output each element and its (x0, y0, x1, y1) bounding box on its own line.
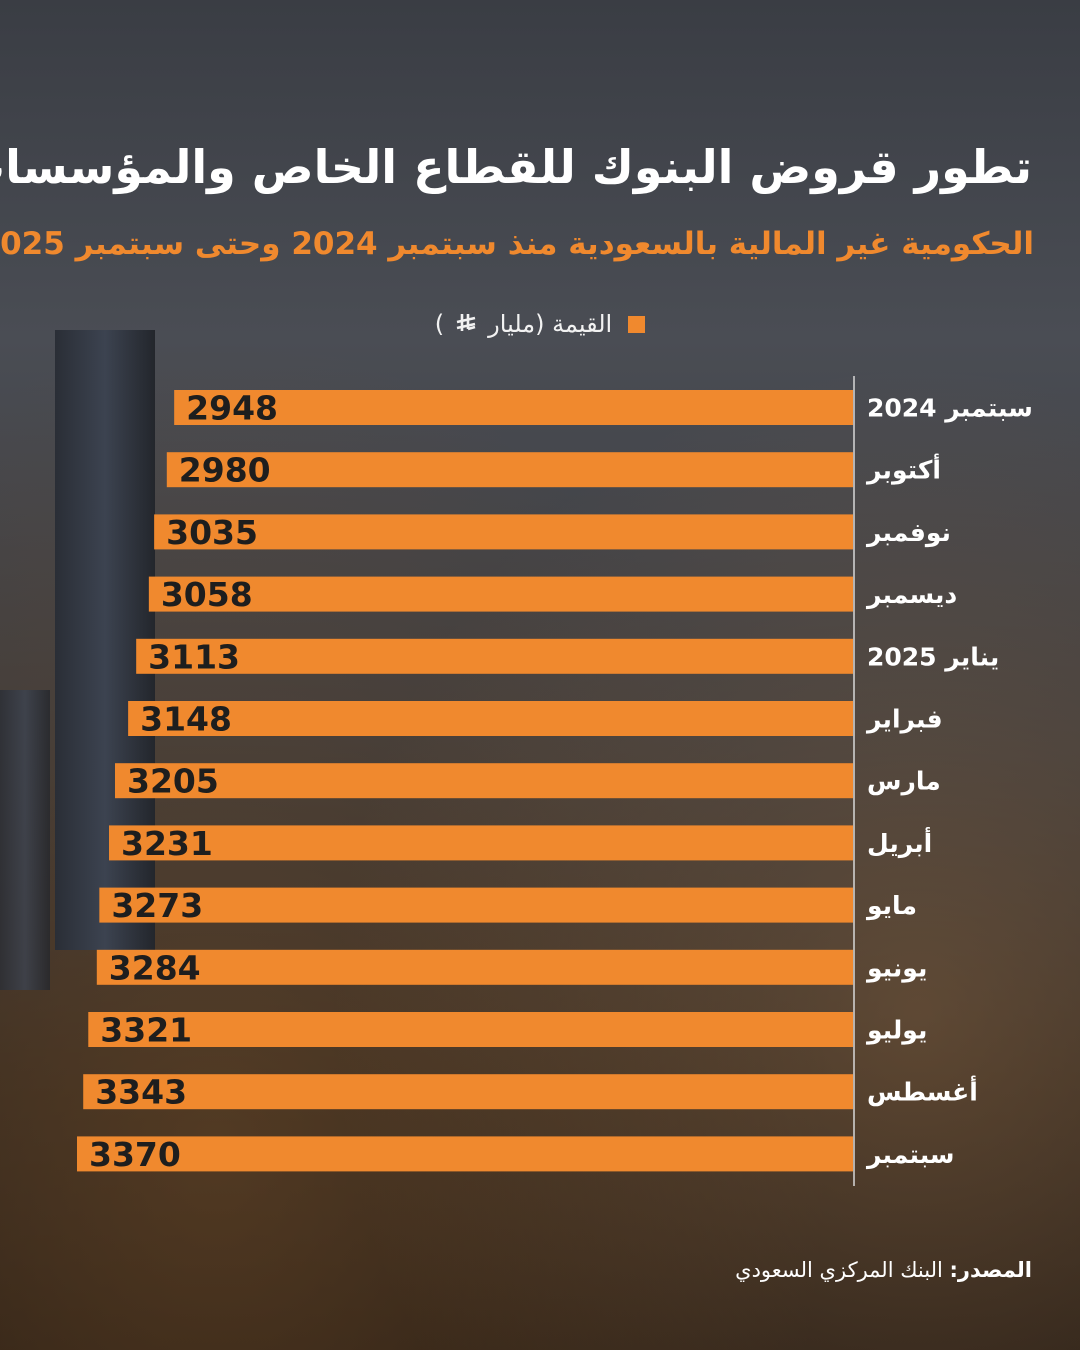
category-label: يونيو (865, 953, 927, 983)
bar (99, 887, 853, 923)
source-text: البنك المركزي السعودي (735, 1258, 943, 1282)
bar (114, 763, 853, 799)
data-label: 3113 (148, 637, 240, 676)
data-label: 2980 (179, 451, 271, 490)
bar (88, 1012, 854, 1047)
bar (174, 390, 853, 425)
data-label: 3205 (127, 762, 219, 801)
data-label: 3035 (166, 513, 258, 552)
category-label: مارس (867, 767, 941, 796)
data-label: 3343 (95, 1073, 187, 1112)
chart-subtitle: الحكومية غير المالية بالسعودية منذ سبتمب… (0, 226, 1034, 262)
category-label: أبريل (867, 827, 932, 859)
source-label: المصدر: (949, 1258, 1032, 1282)
category-label: سبتمبر (865, 1140, 955, 1170)
saudi-riyal-icon (456, 314, 476, 331)
bar (136, 638, 853, 674)
bar (109, 825, 853, 861)
bar (166, 452, 854, 488)
data-label: 3148 (140, 700, 232, 739)
category-label: ديسمبر (865, 580, 957, 610)
category-label: فبراير (865, 705, 943, 735)
source-note: المصدر: البنك المركزي السعودي (735, 1258, 1032, 1282)
data-label: 2948 (186, 389, 278, 428)
chart-title: تطور قروض البنوك للقطاع الخاص والمؤسسات (0, 140, 1032, 194)
category-label: نوفمبر (865, 518, 951, 548)
data-label: 3321 (100, 1011, 192, 1050)
category-label: أكتوبر (865, 454, 941, 486)
legend: القيمة (مليار ) (0, 310, 1080, 338)
category-label: يناير 2025 (867, 642, 999, 672)
data-label: 3273 (111, 886, 203, 925)
data-label: 3231 (121, 824, 213, 863)
category-label: مايو (865, 891, 917, 921)
data-label: 3058 (161, 575, 253, 614)
legend-label: القيمة (مليار (488, 310, 613, 338)
bar (148, 576, 853, 612)
bar (96, 949, 853, 985)
data-label: 3284 (109, 948, 201, 987)
category-label: سبتمبر 2024 (867, 394, 1033, 424)
data-label: 3370 (89, 1135, 181, 1174)
legend-swatch (628, 315, 646, 333)
legend-close: ) (434, 310, 445, 338)
bar (77, 1136, 853, 1172)
category-label: أغسطس (867, 1076, 978, 1107)
bar (128, 701, 854, 736)
bar (154, 514, 853, 550)
bar (83, 1074, 853, 1110)
background-building (0, 690, 50, 990)
category-label: يوليو (865, 1016, 927, 1046)
